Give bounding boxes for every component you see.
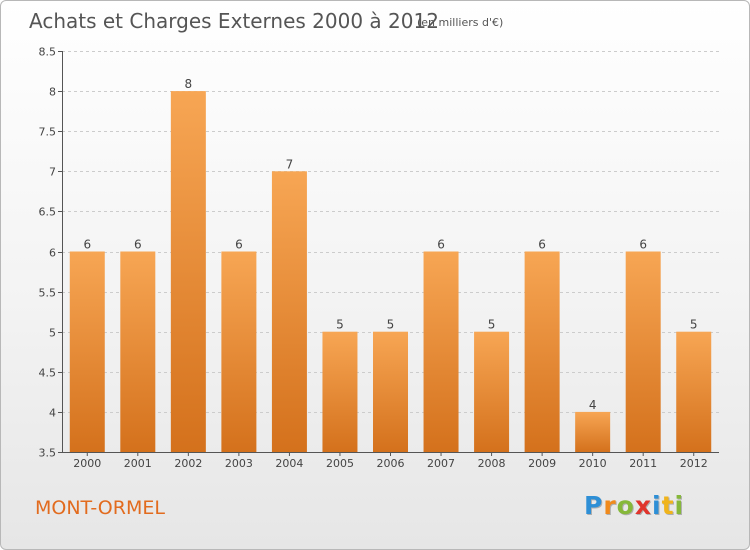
x-tick-label: 2006 xyxy=(377,457,405,470)
x-tick-label: 2010 xyxy=(579,457,607,470)
bar-value-label: 8 xyxy=(185,77,193,91)
logo-letter: o xyxy=(616,491,635,520)
bar-value-label: 6 xyxy=(538,238,546,252)
bar-value-label: 6 xyxy=(437,238,445,252)
x-tick-label: 2005 xyxy=(326,457,354,470)
y-tick-label: 5 xyxy=(49,327,56,340)
logo-letter: P xyxy=(584,491,604,520)
x-tick-label: 2002 xyxy=(174,457,202,470)
bar xyxy=(524,251,560,452)
axes xyxy=(58,51,719,456)
bar xyxy=(474,331,510,452)
bar-value-label: 5 xyxy=(336,318,344,332)
x-tick-label: 2003 xyxy=(225,457,253,470)
logo-letter: t xyxy=(661,491,675,520)
bar-value-label: 5 xyxy=(690,318,698,332)
bar xyxy=(69,251,105,452)
bar xyxy=(221,251,257,452)
labels: 3.5 4 4.5 5 5.5 6 6.5 7 7.5 8 8.5 6 2000 6 2001 8 2002 6 2… xyxy=(39,46,708,471)
x-tick-label: 2011 xyxy=(629,457,657,470)
x-tick-label: 2000 xyxy=(73,457,101,470)
bar xyxy=(423,251,459,452)
x-tick-label: 2009 xyxy=(528,457,556,470)
chart-subtitle: (en milliers d'€) xyxy=(417,16,504,29)
bar-value-label: 7 xyxy=(286,157,294,171)
bar xyxy=(625,251,661,452)
x-tick-label: 2004 xyxy=(275,457,303,470)
y-tick-label: 4 xyxy=(49,407,56,420)
bar-value-label: 6 xyxy=(83,238,91,252)
place-name: MONT-ORMEL xyxy=(35,497,165,519)
bar-value-label: 5 xyxy=(488,318,496,332)
bar xyxy=(322,331,358,452)
bar xyxy=(271,171,307,453)
bars xyxy=(69,91,712,453)
proxiti-logo[interactable]: Proxiti xyxy=(584,491,684,520)
bar xyxy=(373,331,408,452)
y-tick-label: 8 xyxy=(49,86,56,99)
logo-letter: r xyxy=(603,491,617,520)
logo-letter: x xyxy=(634,491,652,520)
y-tick-label: 7 xyxy=(49,166,56,179)
x-tick-label: 2007 xyxy=(427,457,455,470)
bar-value-label: 6 xyxy=(639,238,647,252)
bar-value-label: 5 xyxy=(387,318,395,332)
bar xyxy=(120,251,156,452)
bar xyxy=(575,411,611,452)
y-tick-label: 8.5 xyxy=(39,46,57,59)
y-tick-label: 7.5 xyxy=(39,126,57,139)
y-tick-label: 6 xyxy=(49,247,56,260)
y-tick-label: 6.5 xyxy=(39,206,57,219)
logo-letter: i xyxy=(652,491,662,520)
x-tick-label: 2008 xyxy=(478,457,506,470)
y-tick-label: 4.5 xyxy=(39,367,57,380)
y-tick-label: 5.5 xyxy=(39,287,57,300)
y-tick-label: 3.5 xyxy=(39,447,57,460)
x-tick-label: 2012 xyxy=(680,457,708,470)
bar xyxy=(170,91,206,452)
chart-title: Achats et Charges Externes 2000 à 2012 xyxy=(29,9,439,33)
x-tick-label: 2001 xyxy=(124,457,152,470)
bar-value-label: 6 xyxy=(235,238,243,252)
bar-value-label: 6 xyxy=(134,238,142,252)
logo-letter: i xyxy=(674,491,685,520)
bar xyxy=(676,331,712,452)
bar-value-label: 4 xyxy=(589,398,597,412)
